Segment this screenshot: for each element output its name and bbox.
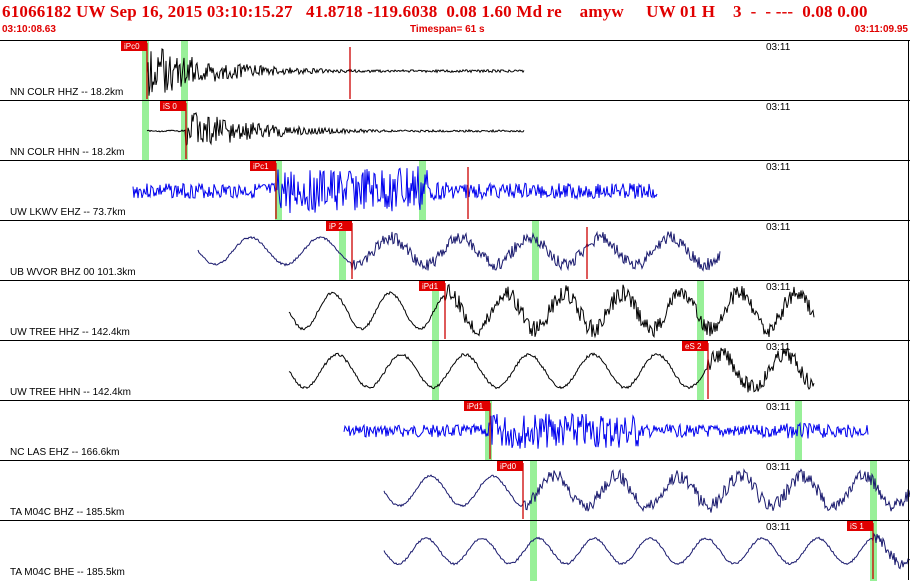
trace-panel[interactable]: iPd0 03:11 TA M04C BHZ -- 185.5km: [0, 460, 910, 521]
phase-window: [142, 101, 149, 161]
phase-window: [432, 281, 439, 341]
station-channel-label: TA M04C BHE -- 185.5km: [10, 567, 125, 578]
panel-time-label: 03:11: [766, 162, 791, 173]
waveform: [288, 283, 815, 339]
panel-border: [908, 41, 909, 100]
trace-plot: iPd0: [383, 461, 910, 521]
phase-window: [142, 41, 149, 101]
station-channel-label: UB WVOR BHZ 00 101.3km: [10, 267, 136, 278]
trace-plot: iS 0: [142, 101, 525, 161]
phase-window: [530, 521, 537, 581]
phase-window: [532, 221, 539, 281]
timespan-label: Timespan= 61 s: [410, 24, 485, 35]
pick-marker[interactable]: iPc0: [121, 41, 147, 51]
pick-marker[interactable]: iPd1: [419, 281, 445, 291]
station-channel-label: TA M04C BHZ -- 185.5km: [10, 507, 125, 518]
waveform: [146, 48, 525, 96]
phase-window: [697, 341, 704, 401]
event-header: 61066182 UW Sep 16, 2015 03:10:15.27 41.…: [0, 0, 910, 40]
panel-time-label: 03:11: [766, 282, 791, 293]
phase-window: [697, 281, 704, 341]
station-channel-label: UW TREE HHZ -- 142.4km: [10, 327, 130, 338]
trace-panel[interactable]: iPc1 03:11 UW LKWV EHZ -- 73.7km: [0, 160, 910, 221]
panel-border: [908, 221, 909, 280]
waveform: [383, 532, 910, 570]
waveform: [146, 112, 525, 148]
panel-time-label: 03:11: [766, 462, 791, 473]
panel-time-label: 03:11: [766, 222, 791, 233]
trace-panel[interactable]: iPc0 03:11 NN COLR HHZ -- 18.2km: [0, 40, 910, 101]
panel-time-label: 03:11: [766, 342, 791, 353]
trace-plot: iPd1: [288, 281, 815, 341]
panel-time-label: 03:11: [766, 42, 791, 53]
trace-plot: iPd1: [343, 401, 869, 461]
start-time-label: 03:10:08.63: [2, 24, 56, 35]
station-channel-label: NC LAS EHZ -- 166.6km: [10, 447, 120, 458]
phase-window: [339, 221, 346, 281]
station-channel-label: UW TREE HHN -- 142.4km: [10, 387, 131, 398]
trace-panel[interactable]: eS 2 03:11 UW TREE HHN -- 142.4km: [0, 340, 910, 401]
waveform: [383, 468, 910, 513]
event-summary-title: 61066182 UW Sep 16, 2015 03:10:15.27 41.…: [2, 2, 868, 21]
pick-label: iS 1: [850, 522, 864, 531]
pick-marker[interactable]: iPc1: [250, 161, 276, 171]
phase-window: [870, 461, 877, 521]
trace-panel[interactable]: iS 1 03:11 TA M04C BHE -- 185.5km: [0, 520, 910, 581]
trace-plot: iP 2: [197, 221, 721, 281]
panel-border: [908, 101, 909, 160]
trace-plot: eS 2: [288, 341, 815, 401]
waveform: [288, 347, 815, 393]
seismogram-panel-stack[interactable]: iPc0 03:11 NN COLR HHZ -- 18.2km iS 0 03:11 N…: [0, 40, 910, 581]
waveform: [197, 230, 721, 272]
trace-plot: iPc0: [121, 41, 525, 101]
panel-time-label: 03:11: [766, 402, 791, 413]
pick-marker[interactable]: eS 2: [682, 341, 708, 351]
phase-window: [530, 461, 537, 521]
panel-border: [908, 461, 909, 520]
trace-panel[interactable]: iP 2 03:11 UB WVOR BHZ 00 101.3km: [0, 220, 910, 281]
trace-plot: iPc1: [132, 161, 658, 221]
waveform: [132, 166, 658, 214]
pick-label: iPd1: [422, 282, 439, 291]
panel-border: [908, 341, 909, 400]
pick-label: iPd0: [500, 462, 517, 471]
trace-panel[interactable]: iPd1 03:11 NC LAS EHZ -- 166.6km: [0, 400, 910, 461]
pick-marker[interactable]: iS 0: [160, 101, 186, 111]
waveform: [343, 412, 869, 449]
end-time-label: 03:11:09.95: [854, 24, 908, 35]
pick-label: iP 2: [329, 222, 343, 231]
pick-label: eS 2: [685, 342, 702, 351]
pick-label: iS 0: [163, 102, 177, 111]
station-channel-label: NN COLR HHN -- 18.2km: [10, 147, 125, 158]
panel-border: [908, 521, 909, 580]
panel-border: [908, 161, 909, 220]
panel-border: [908, 281, 909, 340]
pick-label: iPc0: [124, 42, 140, 51]
station-channel-label: NN COLR HHZ -- 18.2km: [10, 87, 124, 98]
pick-marker[interactable]: iPd1: [464, 401, 490, 411]
pick-marker[interactable]: iS 1: [847, 521, 873, 531]
trace-panel[interactable]: iPd1 03:11 UW TREE HHZ -- 142.4km: [0, 280, 910, 341]
pick-label: iPd1: [467, 402, 484, 411]
panel-time-label: 03:11: [766, 522, 791, 533]
panel-border: [908, 401, 909, 460]
pick-marker[interactable]: iPd0: [497, 461, 523, 471]
phase-window: [432, 341, 439, 401]
pick-label: iPc1: [253, 162, 269, 171]
trace-panel[interactable]: iS 0 03:11 NN COLR HHN -- 18.2km: [0, 100, 910, 161]
station-channel-label: UW LKWV EHZ -- 73.7km: [10, 207, 126, 218]
phase-window: [795, 401, 802, 461]
trace-plot: iS 1: [383, 521, 910, 581]
phase-window: [181, 101, 188, 161]
panel-time-label: 03:11: [766, 102, 791, 113]
pick-marker[interactable]: iP 2: [326, 221, 352, 231]
